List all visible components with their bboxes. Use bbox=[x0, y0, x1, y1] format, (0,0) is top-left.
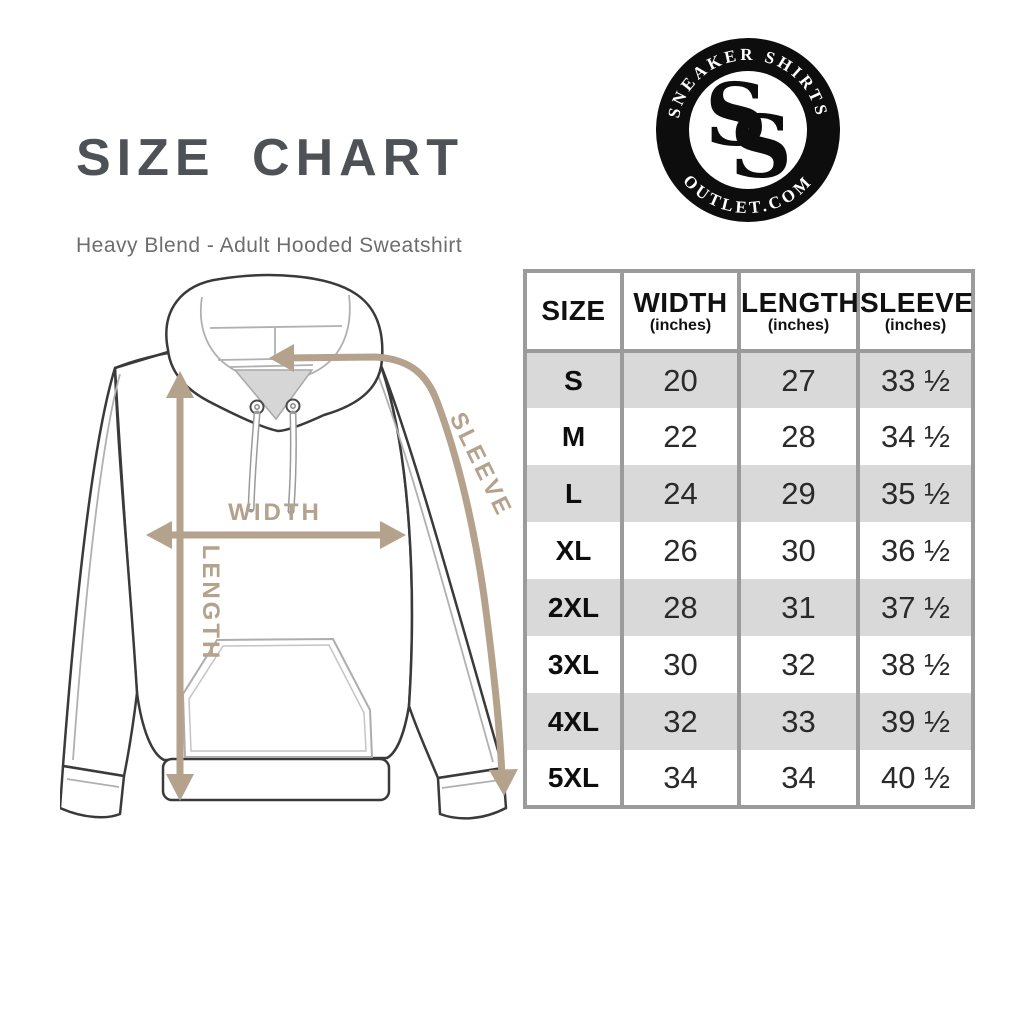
cell-sleeve: 37 ½ bbox=[856, 579, 975, 636]
cell-size: L bbox=[523, 465, 624, 522]
right-cuff-seam bbox=[441, 779, 501, 789]
collar-triangle bbox=[233, 369, 314, 421]
length-arrow bbox=[166, 371, 194, 801]
cell-length: 34 bbox=[737, 750, 860, 807]
hood-inner-rim-right bbox=[307, 294, 351, 376]
eyelet-right-inner bbox=[290, 403, 296, 409]
cell-sleeve: 33 ½ bbox=[856, 351, 975, 408]
cell-length: 31 bbox=[737, 579, 860, 636]
size-table: SIZE WIDTH (inches) LENGTH (inches) SLEE… bbox=[523, 269, 975, 809]
hoodie-left-cuff bbox=[60, 764, 126, 819]
cell-size: 3XL bbox=[523, 636, 624, 693]
cell-width: 22 bbox=[620, 408, 741, 465]
size-table-body: S 20 27 33 ½ M 22 28 34 ½ L 24 29 35 ½ XL 26 30 36 ½ 2XL… bbox=[523, 351, 975, 807]
cell-size: 2XL bbox=[523, 579, 624, 636]
hoodie-shoulder-seam bbox=[114, 350, 169, 370]
size-table-header: SIZE WIDTH (inches) LENGTH (inches) SLEE… bbox=[523, 271, 975, 353]
cell-sleeve: 40 ½ bbox=[856, 750, 975, 807]
brand-logo: SNEAKER SHIRTS OUTLET.COM S S bbox=[656, 38, 840, 222]
cell-width: 32 bbox=[620, 693, 741, 750]
hoodie-pocket-inner-seam bbox=[188, 644, 367, 752]
cell-width: 28 bbox=[620, 579, 741, 636]
cell-width: 26 bbox=[620, 522, 741, 579]
logo-inner-circle bbox=[689, 71, 807, 189]
hoodie-right-cuff bbox=[436, 766, 508, 820]
cell-sleeve: 39 ½ bbox=[856, 693, 975, 750]
cell-length: 27 bbox=[737, 351, 860, 408]
page-subtitle: Heavy Blend - Adult Hooded Sweatshirt bbox=[76, 234, 463, 257]
cell-size: XL bbox=[523, 522, 624, 579]
cell-length: 30 bbox=[737, 522, 860, 579]
length-label: LENGTH bbox=[197, 545, 224, 662]
cell-width: 30 bbox=[620, 636, 741, 693]
table-row: XL 26 30 36 ½ bbox=[523, 522, 975, 579]
cell-length: 33 bbox=[737, 693, 860, 750]
hoodie-diagram: WIDTH LENGTH SLEEVE bbox=[60, 273, 518, 820]
col-header-width: WIDTH (inches) bbox=[620, 271, 741, 353]
width-arrow bbox=[146, 521, 406, 549]
table-row: 4XL 32 33 39 ½ bbox=[523, 693, 975, 750]
cell-size: M bbox=[523, 408, 624, 465]
hoodie-right-sleeve bbox=[378, 361, 505, 780]
cell-sleeve: 38 ½ bbox=[856, 636, 975, 693]
col-header-length: LENGTH (inches) bbox=[737, 271, 860, 353]
cell-length: 32 bbox=[737, 636, 860, 693]
cell-width: 24 bbox=[620, 465, 741, 522]
sleeve-arrow bbox=[269, 344, 518, 796]
col-header-size: SIZE bbox=[523, 271, 624, 353]
left-cuff-seam bbox=[66, 778, 120, 788]
table-row: M 22 28 34 ½ bbox=[523, 408, 975, 465]
hoodie-left-sleeve-seam bbox=[72, 373, 121, 761]
cell-sleeve: 34 ½ bbox=[856, 408, 975, 465]
hoodie-left-sleeve bbox=[61, 366, 139, 778]
table-row: L 24 29 35 ½ bbox=[523, 465, 975, 522]
cell-size: S bbox=[523, 351, 624, 408]
cell-size: 5XL bbox=[523, 750, 624, 807]
collar-seam bbox=[229, 364, 314, 368]
width-label: WIDTH bbox=[228, 499, 322, 526]
eyelet-left-inner bbox=[254, 404, 260, 410]
table-row: 3XL 30 32 38 ½ bbox=[523, 636, 975, 693]
hood-inner-seam-1 bbox=[209, 325, 343, 329]
page-title: SIZE CHART bbox=[76, 129, 464, 187]
cell-sleeve: 35 ½ bbox=[856, 465, 975, 522]
cell-size: 4XL bbox=[523, 693, 624, 750]
cell-sleeve: 36 ½ bbox=[856, 522, 975, 579]
table-row: S 20 27 33 ½ bbox=[523, 351, 975, 408]
cell-width: 34 bbox=[620, 750, 741, 807]
logo-ss-monogram: S S bbox=[705, 65, 792, 198]
col-header-sleeve: SLEEVE (inches) bbox=[856, 271, 975, 353]
table-row: 2XL 28 31 37 ½ bbox=[523, 579, 975, 636]
hoodie-waistband bbox=[161, 757, 391, 802]
svg-text:S: S bbox=[705, 65, 767, 166]
svg-text:S: S bbox=[730, 97, 792, 198]
hood-inner-rim-left bbox=[200, 296, 237, 372]
table-row: 5XL 34 34 40 ½ bbox=[523, 750, 975, 807]
cell-length: 29 bbox=[737, 465, 860, 522]
drawstrings bbox=[247, 410, 297, 515]
hoodie-right-sleeve-seam bbox=[375, 369, 494, 763]
cell-width: 20 bbox=[620, 351, 741, 408]
cell-length: 28 bbox=[737, 408, 860, 465]
